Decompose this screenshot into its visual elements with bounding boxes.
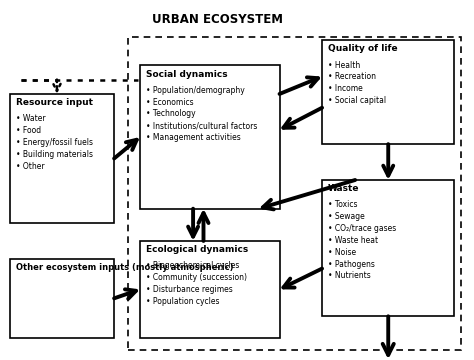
Text: • Waste heat: • Waste heat xyxy=(328,236,378,245)
Text: • CO₂/trace gases: • CO₂/trace gases xyxy=(328,224,396,233)
Bar xyxy=(10,259,114,338)
Bar xyxy=(322,180,455,316)
Bar xyxy=(322,40,455,144)
Text: • Technology: • Technology xyxy=(146,109,195,118)
Text: • Recreation: • Recreation xyxy=(328,72,376,81)
Text: Waste: Waste xyxy=(328,184,359,193)
Text: Social dynamics: Social dynamics xyxy=(146,69,228,78)
Text: • Management activities: • Management activities xyxy=(146,133,240,142)
Text: • Health: • Health xyxy=(328,60,360,69)
Text: • Biogeochemical cycles: • Biogeochemical cycles xyxy=(146,261,239,270)
Text: • Food: • Food xyxy=(16,126,41,135)
Text: • Other: • Other xyxy=(16,162,45,171)
Text: • Social capital: • Social capital xyxy=(328,96,386,105)
Bar xyxy=(10,94,114,223)
Text: • Institutions/cultural factors: • Institutions/cultural factors xyxy=(146,121,257,130)
Text: • Energy/fossil fuels: • Energy/fossil fuels xyxy=(16,138,93,147)
Text: Resource input: Resource input xyxy=(16,98,93,107)
Text: • Sewage: • Sewage xyxy=(328,212,365,221)
Text: • Building materials: • Building materials xyxy=(16,150,93,159)
Text: • Toxics: • Toxics xyxy=(328,201,357,210)
Text: Quality of life: Quality of life xyxy=(328,44,397,53)
Bar xyxy=(128,37,462,350)
Bar xyxy=(140,65,280,209)
Text: • Community (succession): • Community (succession) xyxy=(146,273,247,282)
Text: • Nutrients: • Nutrients xyxy=(328,271,371,280)
Text: • Population/demography: • Population/demography xyxy=(146,86,245,95)
Text: • Economics: • Economics xyxy=(146,98,193,107)
Text: URBAN ECOSYSTEM: URBAN ECOSYSTEM xyxy=(152,13,283,26)
Text: Ecological dynamics: Ecological dynamics xyxy=(146,245,248,254)
Bar xyxy=(140,241,280,338)
Text: • Disturbance regimes: • Disturbance regimes xyxy=(146,285,233,294)
Text: • Income: • Income xyxy=(328,84,363,93)
Text: • Noise: • Noise xyxy=(328,248,356,257)
Text: • Water: • Water xyxy=(16,114,46,123)
Text: Other ecosystem inputs (mostly atmospheric): Other ecosystem inputs (mostly atmospher… xyxy=(16,263,233,272)
Text: • Population cycles: • Population cycles xyxy=(146,297,219,306)
Text: • Pathogens: • Pathogens xyxy=(328,260,374,269)
